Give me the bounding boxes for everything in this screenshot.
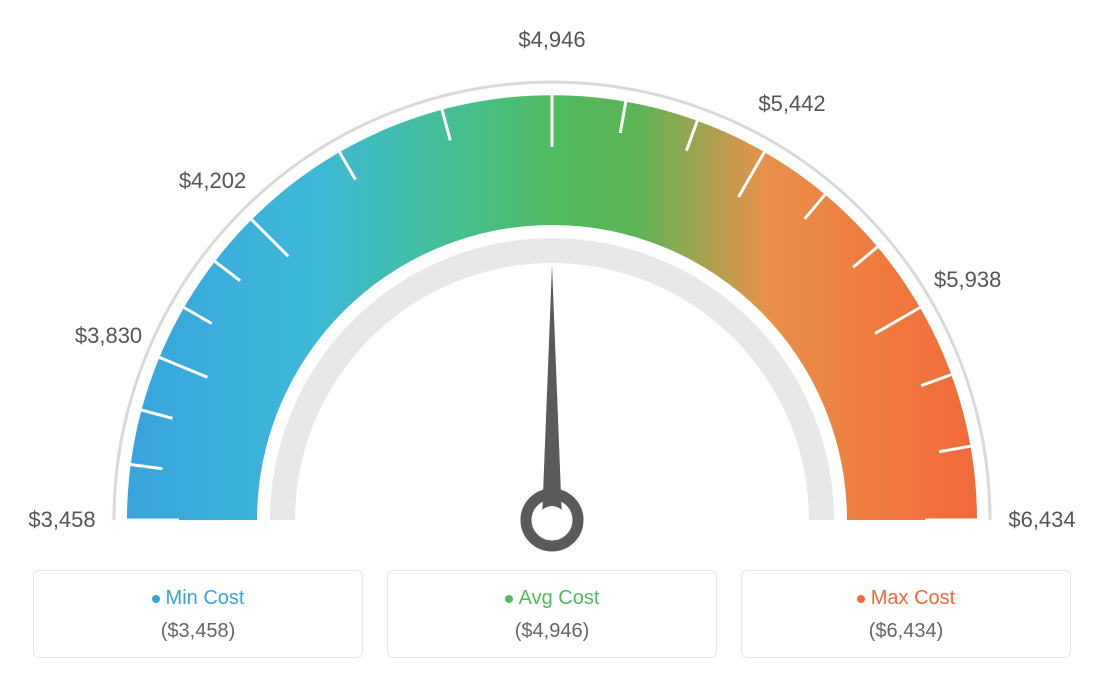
avg-cost-label: Avg Cost <box>398 587 706 610</box>
min-cost-label: Min Cost <box>44 587 352 610</box>
max-cost-label: Max Cost <box>752 587 1060 610</box>
gauge-scale-label: $5,938 <box>934 267 1001 293</box>
gauge-scale-label: $4,202 <box>179 168 246 194</box>
max-cost-label-text: Max Cost <box>871 587 955 609</box>
gauge-scale-label: $3,830 <box>75 323 142 349</box>
gauge-chart: $3,458 $3,830 $4,202 $4,946 $5,442 $5,938 $6,4… <box>22 20 1082 560</box>
min-cost-value: ($3,458) <box>44 620 352 643</box>
gauge-scale-label: $4,946 <box>518 27 585 53</box>
gauge-scale-label: $5,442 <box>758 91 825 117</box>
dot-icon <box>857 595 865 603</box>
avg-cost-label-text: Avg Cost <box>519 587 600 609</box>
summary-cards: Min Cost ($3,458) Avg Cost ($4,946) Max … <box>22 570 1082 658</box>
dot-icon <box>152 595 160 603</box>
gauge-svg <box>22 20 1082 560</box>
min-cost-card: Min Cost ($3,458) <box>33 570 363 658</box>
min-cost-label-text: Min Cost <box>166 587 245 609</box>
max-cost-card: Max Cost ($6,434) <box>741 570 1071 658</box>
max-cost-value: ($6,434) <box>752 620 1060 643</box>
avg-cost-value: ($4,946) <box>398 620 706 643</box>
gauge-scale-label: $6,434 <box>1008 507 1075 533</box>
gauge-scale-label: $3,458 <box>28 507 95 533</box>
dot-icon <box>505 595 513 603</box>
avg-cost-card: Avg Cost ($4,946) <box>387 570 717 658</box>
